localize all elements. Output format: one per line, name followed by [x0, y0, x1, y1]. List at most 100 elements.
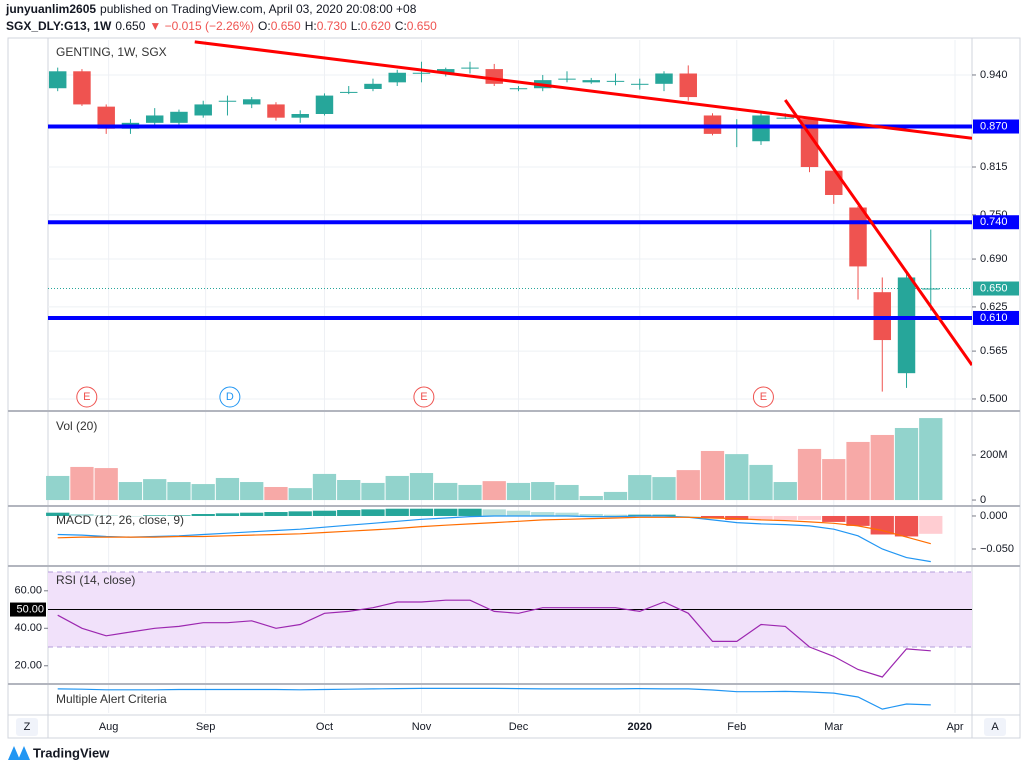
price-badge-label: 0.610: [980, 312, 1008, 324]
volume-bar: [215, 477, 240, 501]
volume-bar: [167, 482, 191, 501]
histogram-bar: [919, 515, 943, 534]
x-tick-label: Aug: [99, 721, 119, 733]
volume-bar: [579, 495, 603, 501]
volume-bar: [555, 484, 579, 501]
volume-bar: [846, 441, 870, 501]
volume-bar: [773, 482, 797, 501]
candle-body: [461, 67, 479, 69]
ohlc-key: O:: [258, 19, 271, 33]
histogram-bar: [749, 515, 773, 520]
candle-body: [291, 114, 309, 118]
event-marker: [413, 386, 435, 408]
y-tick-label: 0.565: [980, 345, 1008, 357]
y-tick-label: 60.00: [14, 585, 42, 597]
volume-bar: [749, 464, 773, 501]
volume-bar: [725, 454, 749, 501]
volume-bar: [118, 482, 143, 501]
volume-bar: [240, 482, 264, 501]
histogram-bar: [118, 515, 143, 517]
y-tick-label: 0.500: [980, 393, 1008, 405]
ohlc-value: 0.730: [317, 19, 347, 33]
price-badge-label: 0.740: [980, 216, 1008, 228]
candle-body: [800, 119, 819, 168]
mid-badge-label: 50.00: [16, 603, 44, 615]
candle-body: [218, 100, 237, 102]
x-tick-label: Oct: [316, 721, 333, 733]
histogram-bar: [288, 511, 312, 516]
author: junyuanlim2605: [5, 2, 96, 16]
candle-body: [412, 72, 431, 74]
pane-title: RSI (14, close): [56, 573, 135, 587]
button-a[interactable]: [984, 718, 1006, 736]
histogram-bar: [458, 508, 482, 516]
histogram-bar: [506, 510, 531, 516]
macd-line: [57, 515, 931, 563]
trendline: [194, 40, 972, 140]
volume-bar: [531, 482, 555, 501]
volume-bar: [385, 475, 409, 501]
volume-bar: [458, 484, 482, 501]
price-change: ▼ −0.015 (−2.26%): [149, 19, 254, 33]
candle-body: [631, 83, 649, 85]
price-badge: [973, 119, 1019, 134]
candle-body: [194, 104, 212, 116]
volume-bar: [312, 473, 337, 501]
histogram-bar: [70, 514, 94, 516]
volume-bar: [797, 448, 822, 501]
histogram-bar: [846, 515, 870, 526]
price-badge-label: 0.870: [980, 120, 1008, 132]
x-tick-label: Nov: [412, 721, 432, 733]
candle-body: [145, 115, 164, 123]
button-z-label[interactable]: Z: [24, 721, 31, 733]
candle-body: [897, 277, 916, 374]
event-label: E: [83, 391, 90, 403]
pane-title: MACD (12, 26, close, 9): [56, 513, 184, 527]
y-tick-label: 0.940: [980, 69, 1008, 81]
y-tick-label: 0.815: [980, 161, 1008, 173]
volume-bar: [434, 482, 458, 501]
mid-badge: [10, 602, 46, 617]
alert-line: [57, 687, 931, 710]
histogram-bar: [409, 508, 434, 516]
rsi-line: [57, 599, 931, 678]
y-tick-label: 20.00: [14, 660, 42, 672]
candle-body: [315, 95, 334, 114]
x-tick-label: Dec: [509, 721, 529, 733]
candle-body: [606, 80, 625, 82]
histogram-bar: [652, 514, 676, 516]
histogram-bar: [531, 512, 555, 516]
candle-body: [48, 71, 67, 89]
volume-bar: [361, 482, 385, 501]
volume-bar: [264, 486, 288, 501]
y-tick-label: −0.050: [980, 543, 1014, 555]
ohlc-value: 0.650: [271, 19, 301, 33]
candle-body: [267, 104, 285, 118]
volume-bar: [46, 475, 70, 501]
logo-text: TradingView: [33, 745, 110, 760]
histogram-bar: [240, 512, 264, 516]
volume-bar: [603, 491, 628, 501]
histogram-bar: [797, 515, 822, 520]
button-a-label[interactable]: A: [991, 721, 999, 733]
histogram-bar: [555, 512, 579, 516]
volume-bar: [482, 481, 506, 501]
x-tick-label: 2020: [628, 721, 652, 733]
volume-bar: [652, 477, 676, 501]
volume-bar: [143, 479, 167, 501]
histogram-bar: [628, 514, 652, 516]
volume-bar: [337, 480, 361, 501]
published: published on TradingView.com, April 03, …: [100, 2, 417, 16]
header-line-2: SGX_DLY:G13, 1W 0.650 ▼ −0.015 (−2.26%) O:0…: [6, 19, 437, 33]
button-z[interactable]: [16, 718, 38, 736]
histogram-bar: [579, 514, 603, 516]
x-tick-label: Mar: [824, 721, 843, 733]
signal-line: [57, 516, 931, 545]
pane-title: Vol (20): [56, 419, 97, 433]
y-tick-label: 0: [980, 494, 986, 506]
event-marker: [219, 386, 241, 408]
histogram-bar: [312, 510, 337, 516]
volume-bar: [94, 468, 118, 501]
